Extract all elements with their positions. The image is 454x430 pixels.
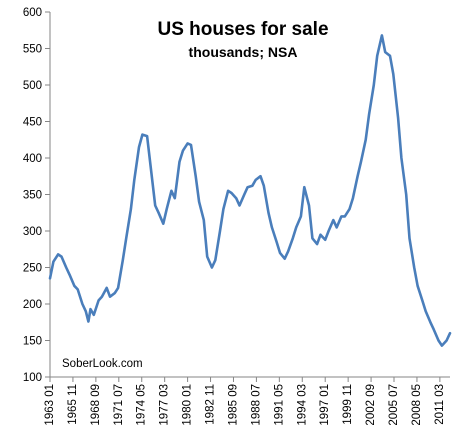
y-axis: 100 150 200 250 300 350 400 450 500 550 600 bbox=[23, 7, 51, 384]
x-tick-label: 1968 09 bbox=[90, 384, 102, 426]
x-tick-label: 1985 09 bbox=[227, 384, 239, 426]
x-tick-label: 1980 01 bbox=[182, 384, 194, 426]
x-tick-label: 2005 07 bbox=[388, 384, 400, 426]
x-tick-label: 2002 09 bbox=[365, 384, 377, 426]
watermark-text: SoberLook.com bbox=[62, 358, 143, 370]
x-tick-label: 1965 11 bbox=[67, 384, 79, 425]
y-tick-label: 150 bbox=[23, 336, 42, 348]
y-tick-label: 550 bbox=[23, 44, 42, 56]
y-tick-label: 400 bbox=[23, 153, 42, 165]
y-tick-label: 300 bbox=[23, 226, 42, 238]
x-tick-label: 1997 01 bbox=[319, 384, 331, 426]
y-tick-label: 250 bbox=[23, 263, 42, 275]
x-tick-label: 2011 03 bbox=[434, 384, 446, 425]
x-tick-label: 1977 03 bbox=[159, 384, 171, 426]
chart-title: US houses for sale bbox=[157, 19, 328, 40]
x-tick-label: 1974 05 bbox=[136, 384, 148, 426]
x-tick-label: 1982 11 bbox=[205, 384, 217, 425]
y-tick-label: 100 bbox=[23, 372, 42, 384]
chart-subtitle: thousands; NSA bbox=[189, 44, 298, 60]
x-tick-label: 1991 05 bbox=[273, 384, 285, 426]
x-tick-label: 1999 11 bbox=[342, 384, 354, 425]
x-tick-label: 1994 03 bbox=[296, 384, 308, 426]
x-axis: 1963 01 1965 11 1968 09 1971 07 1974 05 1977 … bbox=[44, 376, 450, 426]
x-tick-label: 1963 01 bbox=[44, 384, 56, 426]
y-tick-label: 450 bbox=[23, 117, 42, 129]
y-tick-label: 600 bbox=[23, 7, 42, 19]
y-tick-label: 200 bbox=[23, 299, 42, 311]
x-tick-label: 1971 07 bbox=[113, 384, 125, 426]
x-tick-label: 2008 05 bbox=[411, 384, 423, 426]
y-tick-label: 500 bbox=[23, 80, 42, 92]
x-tick-label: 1988 07 bbox=[250, 384, 262, 426]
series-line bbox=[48, 34, 452, 347]
y-tick-label: 350 bbox=[23, 190, 42, 202]
